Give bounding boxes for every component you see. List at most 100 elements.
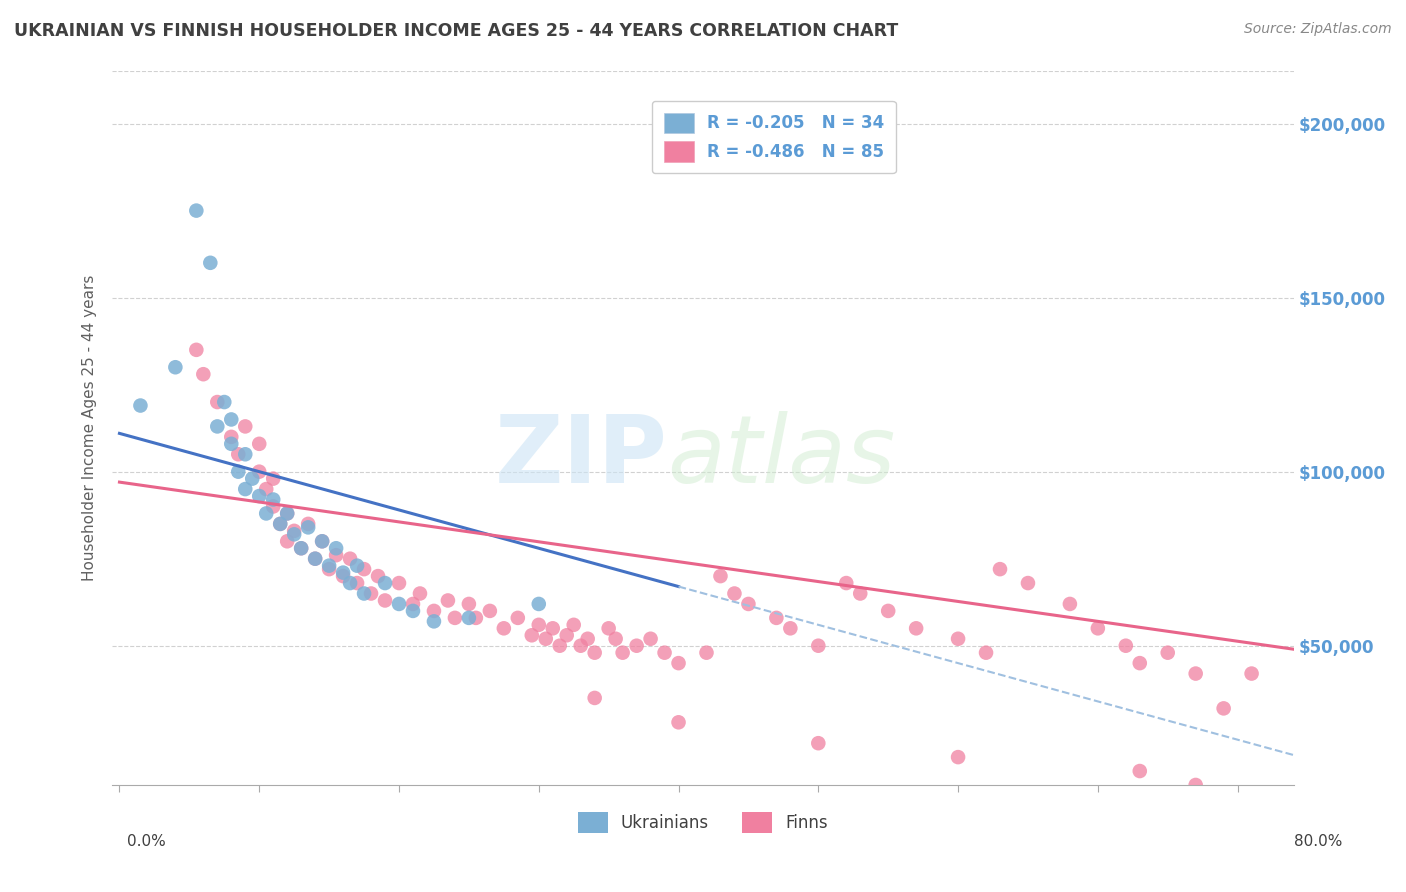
Point (478, 604, 501, 618)
Point (374, 576, 396, 591)
Point (709, 569, 731, 583)
Point (325, 548, 347, 562)
Point (353, 562, 375, 576)
Point (332, 566, 354, 580)
Point (233, 419, 256, 434)
Point (723, 586, 745, 600)
Point (807, 736, 830, 750)
Point (555, 628, 578, 642)
Point (583, 646, 606, 660)
Point (409, 586, 432, 600)
Point (186, 203, 208, 218)
Point (612, 646, 634, 660)
Point (437, 593, 460, 607)
Point (457, 611, 479, 625)
Point (402, 597, 425, 611)
Point (605, 632, 627, 646)
Point (276, 507, 298, 521)
Point (1059, 597, 1081, 611)
Point (219, 430, 242, 444)
Point (548, 639, 571, 653)
Point (247, 437, 270, 451)
Point (765, 611, 787, 625)
Point (946, 750, 969, 764)
Point (269, 516, 291, 531)
Point (346, 576, 368, 591)
Point (946, 632, 969, 646)
Point (576, 632, 599, 646)
Point (444, 611, 467, 625)
Point (1017, 576, 1039, 591)
Point (262, 500, 284, 514)
Point (520, 628, 543, 642)
Text: ZIP: ZIP (495, 410, 668, 503)
Point (423, 604, 446, 618)
Point (668, 656, 690, 670)
Point (311, 534, 333, 549)
Point (360, 586, 382, 600)
Point (254, 482, 277, 496)
Point (849, 586, 872, 600)
Point (807, 639, 830, 653)
Point (779, 621, 801, 635)
Point (737, 597, 759, 611)
Point (583, 690, 606, 705)
Text: 80.0%: 80.0% (1295, 834, 1343, 849)
Point (353, 586, 375, 600)
Point (1184, 666, 1206, 681)
Point (219, 412, 242, 426)
Point (374, 593, 396, 607)
Point (247, 489, 270, 503)
Y-axis label: Householder Income Ages 25 - 44 years: Householder Income Ages 25 - 44 years (82, 275, 97, 582)
Point (1087, 621, 1109, 635)
Point (402, 604, 425, 618)
Point (186, 343, 208, 357)
Point (262, 492, 284, 507)
Point (297, 516, 319, 531)
Point (626, 639, 648, 653)
Point (233, 447, 256, 461)
Point (269, 516, 291, 531)
Point (226, 465, 249, 479)
Point (1184, 778, 1206, 792)
Point (318, 558, 340, 573)
Point (457, 597, 479, 611)
Point (640, 632, 662, 646)
Point (974, 646, 997, 660)
Point (200, 256, 222, 270)
Point (527, 597, 550, 611)
Point (290, 541, 312, 556)
Point (534, 632, 557, 646)
Point (1115, 639, 1137, 653)
Text: atlas: atlas (668, 411, 896, 502)
Point (367, 569, 389, 583)
Point (569, 639, 592, 653)
Point (668, 715, 690, 730)
Point (332, 569, 354, 583)
Point (464, 611, 486, 625)
Point (226, 447, 249, 461)
Point (318, 562, 340, 576)
Point (541, 621, 564, 635)
Point (219, 437, 242, 451)
Point (562, 617, 585, 632)
Point (346, 558, 368, 573)
Point (304, 551, 326, 566)
Point (988, 562, 1011, 576)
Legend: Ukrainians, Finns: Ukrainians, Finns (569, 804, 837, 841)
Point (193, 368, 215, 382)
Point (1240, 666, 1263, 681)
Point (297, 520, 319, 534)
Point (276, 534, 298, 549)
Point (214, 395, 236, 409)
Text: UKRAINIAN VS FINNISH HOUSEHOLDER INCOME AGES 25 - 44 YEARS CORRELATION CHART: UKRAINIAN VS FINNISH HOUSEHOLDER INCOME … (14, 22, 898, 40)
Point (527, 617, 550, 632)
Point (835, 576, 858, 591)
Point (276, 507, 298, 521)
Point (283, 524, 305, 538)
Point (1129, 656, 1152, 670)
Point (207, 395, 229, 409)
Point (506, 611, 529, 625)
Point (598, 621, 620, 635)
Point (233, 482, 256, 496)
